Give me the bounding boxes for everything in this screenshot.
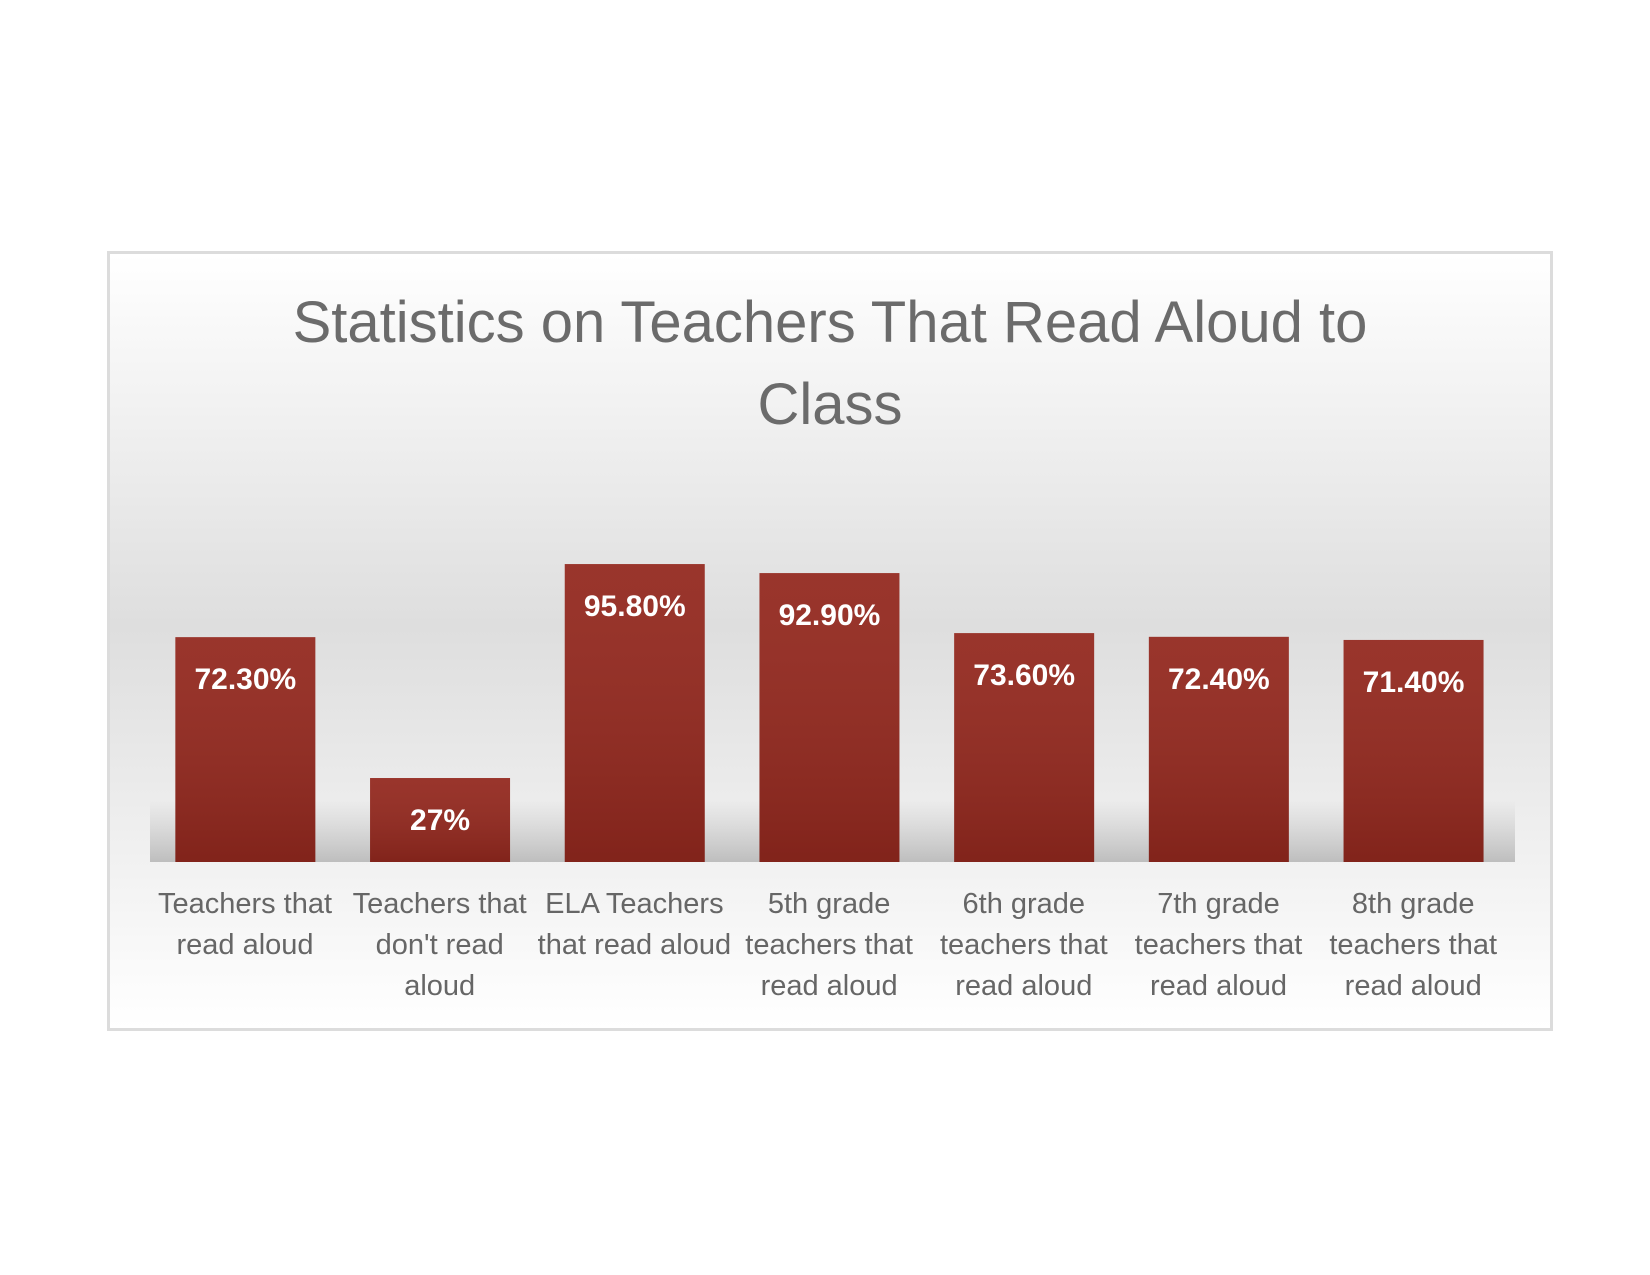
data-label: 72.40% [1168,663,1270,696]
bar-shade [954,633,1095,862]
x-tick-label: 8th grade teachers that read aloud [1329,888,1498,1002]
data-label: 95.80% [584,590,686,623]
bar-shade [564,564,705,862]
data-label: 73.60% [973,659,1075,692]
chart-title: Statistics on Teachers That Read Aloud t… [292,290,1368,437]
x-tick-label: Teachers that don't read aloud [352,888,527,1002]
bar-shade [175,637,316,862]
x-tick-label: 7th grade teachers that read aloud [1134,888,1303,1002]
bar-shade [1343,639,1484,862]
data-label: 92.90% [779,599,881,632]
bar-shade [759,573,900,862]
bar-shade [370,778,511,862]
data-label: 27% [410,804,470,837]
x-tick-label: 5th grade teachers that read aloud [745,888,913,1002]
x-tick-label: 6th grade teachers that read aloud [939,888,1108,1002]
data-label: 71.40% [1363,666,1465,699]
x-tick-label: ELA Teachers that read aloud [537,888,732,961]
x-tick-label: Teachers that read aloud [157,888,333,961]
data-label: 72.30% [194,663,296,696]
bar-shade [1148,636,1289,862]
